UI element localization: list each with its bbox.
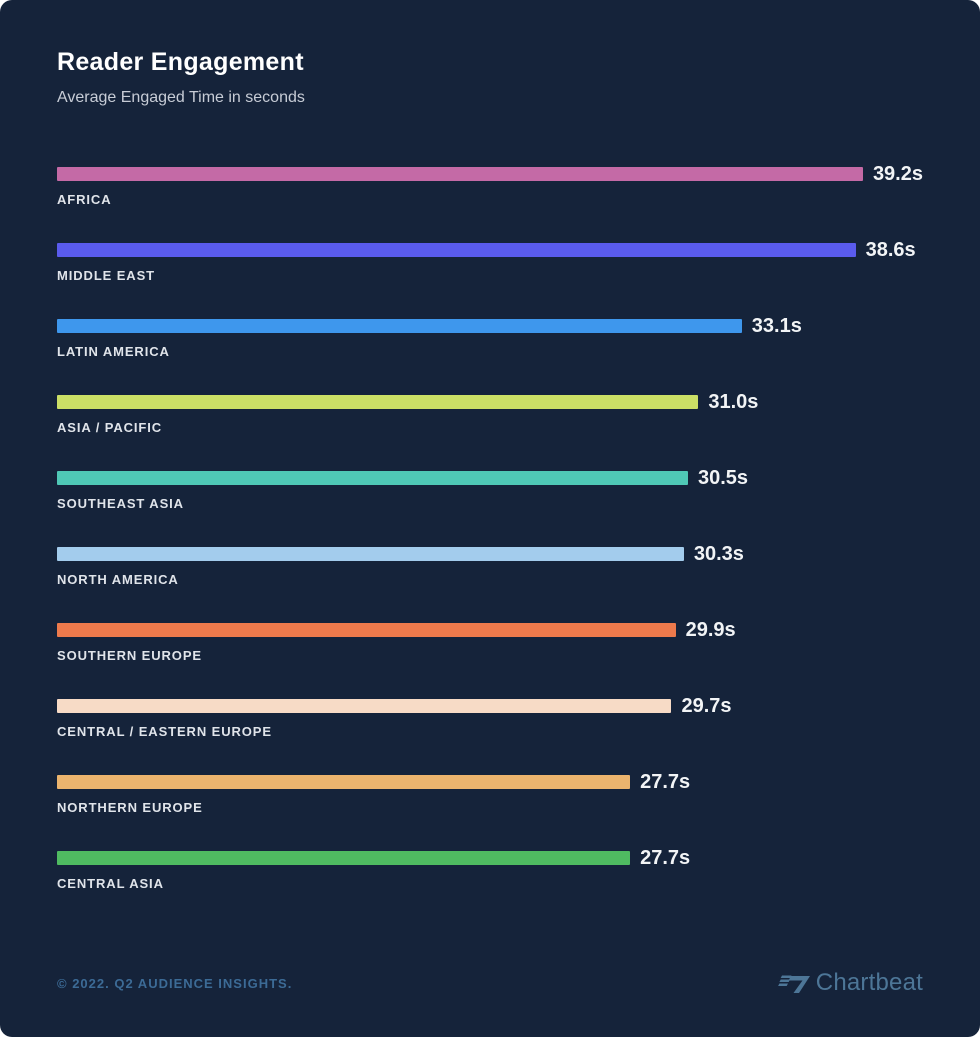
bar	[57, 243, 856, 257]
brand-logo: Chartbeat	[777, 969, 923, 997]
bar-category-label: MIDDLE EAST	[57, 268, 156, 283]
bar	[57, 699, 672, 713]
bar-line: 30.5s	[57, 467, 923, 489]
bar-line: 31.0s	[57, 391, 923, 413]
bar-value-label: 39.2s	[872, 162, 923, 185]
bar-row: 30.3s NORTH AMERICA	[57, 543, 923, 619]
bar	[57, 623, 676, 637]
bar-row: 31.0s ASIA / PACIFIC	[57, 391, 923, 467]
footer: © 2022. Q2 AUDIENCE INSIGHTS. Chartbeat	[57, 969, 923, 997]
bar-value-label: 33.1s	[751, 314, 802, 337]
bar	[57, 547, 684, 561]
bar-category-label: NORTH AMERICA	[57, 572, 179, 587]
page-subtitle: Average Engaged Time in seconds	[57, 89, 305, 106]
bar-category-label: LATIN AMERICA	[57, 344, 170, 359]
bar	[57, 471, 688, 485]
bar-value-label: 27.7s	[640, 846, 691, 869]
bar-row: 29.9s SOUTHERN EUROPE	[57, 619, 923, 695]
bar-row: 27.7s CENTRAL ASIA	[57, 847, 923, 923]
bar-category-label: CENTRAL / EASTERN EUROPE	[57, 724, 272, 739]
bar	[57, 851, 631, 865]
bar-row: 27.7s NORTHERN EUROPE	[57, 771, 923, 847]
bar-value-label: 29.7s	[681, 694, 732, 717]
bar-line: 27.7s	[57, 847, 923, 869]
bar-chart: 39.2s AFRICA 38.6s MIDDLE EAST 33.1s LAT…	[57, 163, 923, 923]
chartbeat-wing-icon	[777, 970, 812, 996]
bar-row: 30.5s SOUTHEAST ASIA	[57, 467, 923, 543]
copyright-text: © 2022. Q2 AUDIENCE INSIGHTS.	[57, 975, 293, 991]
bar-value-label: 27.7s	[640, 770, 691, 793]
bar-row: 38.6s MIDDLE EAST	[57, 239, 923, 315]
bar-line: 29.7s	[57, 695, 923, 717]
bar-value-label: 30.3s	[693, 542, 744, 565]
bar-value-label: 31.0s	[708, 390, 759, 413]
bar-category-label: NORTHERN EUROPE	[57, 800, 203, 815]
bar-line: 29.9s	[57, 619, 923, 641]
bar-line: 33.1s	[57, 315, 923, 337]
bar-row: 33.1s LATIN AMERICA	[57, 315, 923, 391]
bar-line: 27.7s	[57, 771, 923, 793]
bar	[57, 167, 863, 181]
bar-row: 39.2s AFRICA	[57, 163, 923, 239]
bar-category-label: SOUTHEAST ASIA	[57, 496, 184, 511]
bar	[57, 775, 631, 789]
bar-category-label: CENTRAL ASIA	[57, 876, 164, 891]
bar-category-label: SOUTHERN EUROPE	[57, 648, 202, 663]
bar-line: 30.3s	[57, 543, 923, 565]
bar-value-label: 30.5s	[698, 466, 749, 489]
bar-value-label: 29.9s	[685, 618, 736, 641]
brand-name: Chartbeat	[815, 969, 923, 996]
bar	[57, 395, 699, 409]
bar	[57, 319, 742, 333]
bar-line: 38.6s	[57, 239, 923, 261]
bar-category-label: ASIA / PACIFIC	[57, 420, 163, 435]
page-title: Reader Engagement	[57, 48, 304, 76]
bar-value-label: 38.6s	[865, 238, 916, 261]
bar-category-label: AFRICA	[57, 192, 112, 207]
bar-row: 29.7s CENTRAL / EASTERN EUROPE	[57, 695, 923, 771]
bar-line: 39.2s	[57, 163, 923, 185]
